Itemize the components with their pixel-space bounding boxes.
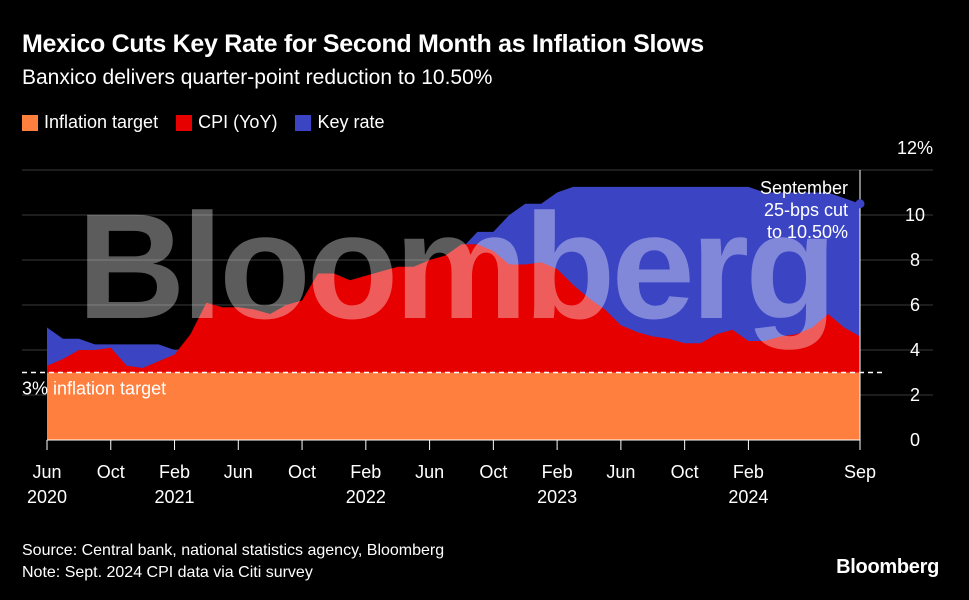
area-inflation-target [47,372,860,440]
legend-swatch-inflation-target [22,114,38,131]
annotation-inflation-target: 3% inflation target [22,379,166,399]
x-tick-label-2022-02: Feb [350,462,381,482]
legend-item-key-rate: Key rate [295,112,385,133]
y-tick-label-0: 0 [910,430,920,450]
annotation-line-1: September [760,178,848,198]
x-tick-label-2022-10: Oct [479,462,507,482]
chart-subtitle: Banxico delivers quarter-point reduction… [22,66,493,89]
x-tick-label-2022-06: Jun [415,462,444,482]
x-year-label-2023: 2023 [537,487,577,507]
chart-areas [47,186,860,440]
source-note: Source: Central bank, national statistic… [22,540,444,584]
x-tick-label-2021-02: Feb [159,462,190,482]
x-year-label-2024: 2024 [728,487,768,507]
x-tick-label-2020-06: Jun [32,462,61,482]
legend-item-inflation-target: Inflation target [22,112,158,133]
chart-title: Mexico Cuts Key Rate for Second Month as… [22,30,704,58]
y-axis: 12% 10 8 6 4 2 0 [897,138,933,450]
annotation-september-cut: September 25-bps cut to 10.50% [760,178,848,242]
legend-label-inflation-target: Inflation target [44,112,159,132]
y-tick-label-12: 12% [897,138,933,158]
x-tick-label-2020-10: Oct [97,462,125,482]
y-tick-label-6: 6 [910,295,920,315]
x-year-label-2020: 2020 [27,487,67,507]
x-tick-label-2024-09: Sep [844,462,876,482]
x-tick-label-2024-02: Feb [733,462,764,482]
annotation-line-3: to 10.50% [767,222,848,242]
x-tick-label-2023-02: Feb [542,462,573,482]
x-year-label-2022: 2022 [346,487,386,507]
x-tick-label-2021-10: Oct [288,462,316,482]
x-tick-label-2021-06: Jun [224,462,253,482]
bloomberg-logo: Bloomberg [836,556,939,578]
key-rate-end-dot [855,199,865,209]
x-tick-label-2023-06: Jun [606,462,635,482]
x-axis: Jun 2020 Oct Feb 2021 Jun Oct Feb 2022 Jun Oct Feb 2… [27,439,876,507]
annotation-line-2: 25-bps cut [764,200,848,220]
source-text: Source: Central bank, national statistic… [22,542,445,559]
chart-overlay: 3% inflation target September 25-bps cut to… [22,170,885,450]
legend-item-cpi: CPI (YoY) [176,112,277,133]
legend-swatch-cpi [176,114,193,131]
x-tick-label-2023-10: Oct [671,462,699,482]
y-tick-label-4: 4 [910,340,920,360]
y-tick-label-8: 8 [910,250,920,270]
x-year-label-2021: 2021 [155,487,195,507]
legend: Inflation target CPI (YoY) Key rate [22,112,403,133]
legend-label-cpi: CPI (YoY) [198,112,278,132]
legend-label-key-rate: Key rate [317,112,385,132]
bloomberg-watermark: Bloomberg [77,182,833,350]
y-tick-label-2: 2 [910,385,920,405]
legend-swatch-key-rate [295,114,312,131]
note-text: Note: Sept. 2024 CPI data via Citi surve… [22,564,313,581]
y-tick-label-10: 10 [905,205,925,225]
